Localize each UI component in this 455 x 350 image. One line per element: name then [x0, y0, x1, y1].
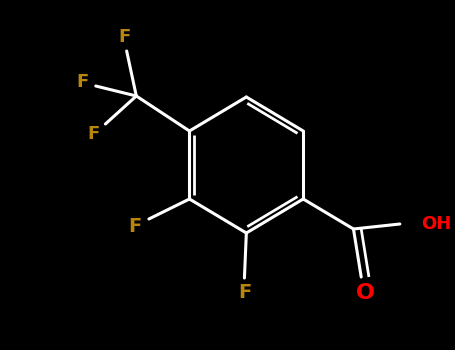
Text: F: F [88, 125, 100, 143]
Text: O: O [355, 283, 374, 303]
Text: OH: OH [421, 215, 451, 233]
Text: F: F [238, 282, 251, 301]
Text: F: F [119, 28, 131, 46]
Text: F: F [129, 217, 142, 237]
Text: F: F [76, 73, 88, 91]
